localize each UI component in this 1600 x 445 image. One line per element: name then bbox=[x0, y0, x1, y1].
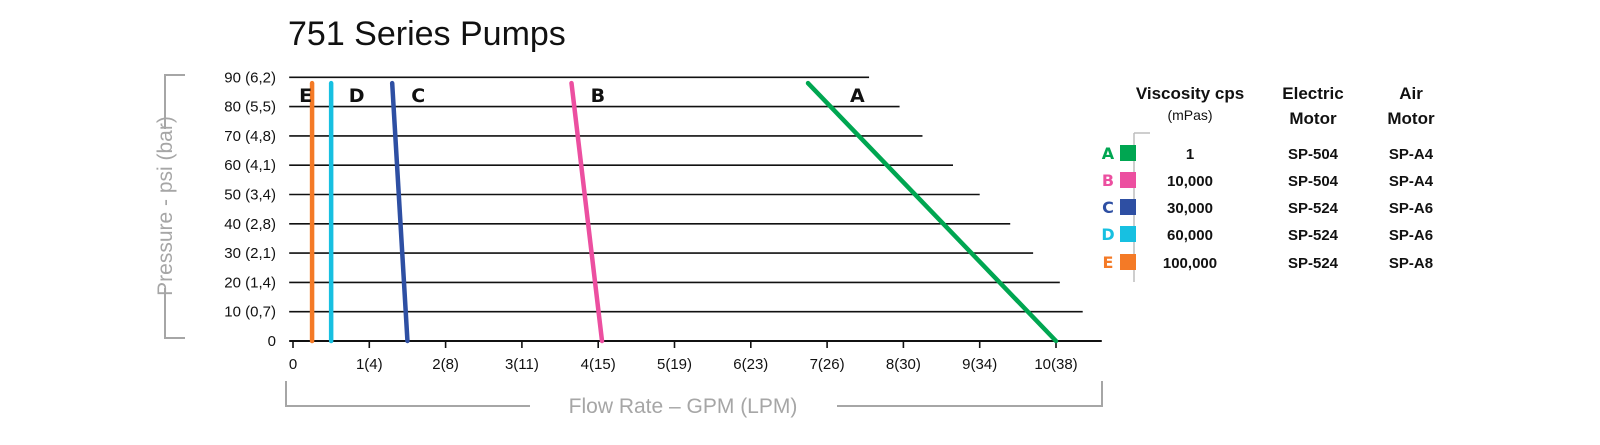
legend-key-letter: A bbox=[1102, 144, 1115, 163]
legend-rows: A 1 SP-504 SP-A4 B 10,000 SP-504 SP-A4 C 30,000 SP… bbox=[1101, 144, 1433, 272]
x-tick-label: 7(26) bbox=[810, 356, 845, 373]
legend-electric-motor: SP-524 bbox=[1288, 227, 1339, 244]
x-tick-label: 2(8) bbox=[432, 356, 459, 373]
x-tick-label: 1(4) bbox=[356, 356, 383, 373]
x-tick-label: 6(23) bbox=[733, 356, 768, 373]
legend-viscosity: 60,000 bbox=[1167, 227, 1213, 244]
legend-header-viscosity: Viscosity cps bbox=[1136, 84, 1244, 103]
series-line-b bbox=[569, 80, 605, 344]
x-tick-label: 9(34) bbox=[962, 356, 997, 373]
chart-title: 751 Series Pumps bbox=[288, 15, 566, 53]
series-label-b: B bbox=[591, 85, 605, 107]
series-label-d: D bbox=[349, 85, 365, 107]
legend-viscosity: 30,000 bbox=[1167, 200, 1213, 217]
legend-electric-motor: SP-504 bbox=[1288, 146, 1339, 163]
legend-key-letter: D bbox=[1101, 225, 1114, 244]
legend-air-motor: SP-A6 bbox=[1389, 227, 1433, 244]
legend-header-air-2: Motor bbox=[1387, 109, 1435, 128]
legend-swatch bbox=[1120, 254, 1136, 270]
y-axis-ticks: 0 10 (0,7) 20 (1,4) 30 (2,1) 40 (2,8) 50 (3,4… bbox=[224, 69, 276, 350]
legend-swatch bbox=[1120, 145, 1136, 161]
legend-viscosity: 100,000 bbox=[1163, 255, 1217, 272]
legend-swatch bbox=[1120, 226, 1136, 242]
x-axis-title-bracket: Flow Rate – GPM (LPM) bbox=[285, 381, 1103, 418]
x-tick-label: 0 bbox=[289, 356, 297, 373]
y-axis-title: Pressure - psi (bar) bbox=[154, 116, 177, 296]
legend-electric-motor: SP-504 bbox=[1288, 173, 1339, 190]
series-lines: A B C D E bbox=[299, 80, 1059, 344]
series-label-e: E bbox=[299, 85, 312, 107]
y-bracket-bottom bbox=[164, 288, 185, 339]
series-line-a bbox=[805, 80, 1059, 344]
legend-air-motor: SP-A4 bbox=[1389, 146, 1434, 163]
y-tick-label: 0 bbox=[268, 333, 276, 350]
x-axis-ticks: 0 1(4) 2(8) 3(11) 4(15) 5(19) 6(23) 7(26) 8(30) 9… bbox=[289, 341, 1078, 373]
legend-viscosity: 1 bbox=[1186, 146, 1194, 163]
y-tick-label: 60 (4,1) bbox=[224, 157, 276, 174]
legend-swatch bbox=[1120, 172, 1136, 188]
y-tick-label: 40 (2,8) bbox=[224, 216, 276, 233]
y-tick-label: 80 (5,5) bbox=[224, 99, 276, 116]
legend-air-motor: SP-A6 bbox=[1389, 200, 1433, 217]
legend-key-letter: B bbox=[1102, 171, 1114, 190]
legend-viscosity: 10,000 bbox=[1167, 173, 1213, 190]
x-tick-label: 8(30) bbox=[886, 356, 921, 373]
legend-key-letter: C bbox=[1102, 198, 1114, 217]
x-axis-title: Flow Rate – GPM (LPM) bbox=[569, 395, 798, 418]
legend-swatch bbox=[1120, 199, 1136, 215]
y-tick-label: 30 (2,1) bbox=[224, 245, 276, 262]
legend-header-air-1: Air bbox=[1399, 84, 1423, 103]
x-tick-label: 3(11) bbox=[505, 356, 539, 373]
legend-table: Viscosity cps (mPas) Electric Motor Air … bbox=[1101, 84, 1435, 282]
y-tick-label: 50 (3,4) bbox=[224, 187, 276, 204]
x-bracket-left bbox=[285, 381, 530, 407]
x-bracket-right bbox=[837, 381, 1103, 407]
legend-key-letter: E bbox=[1103, 253, 1114, 272]
series-line-c bbox=[389, 80, 410, 344]
legend-electric-motor: SP-524 bbox=[1288, 255, 1339, 272]
series-label-c: C bbox=[411, 85, 425, 107]
y-tick-label: 90 (6,2) bbox=[224, 69, 276, 86]
legend-air-motor: SP-A4 bbox=[1389, 173, 1434, 190]
x-tick-label: 10(38) bbox=[1034, 356, 1077, 373]
x-tick-label: 4(15) bbox=[581, 356, 616, 373]
y-axis-title-bracket: Pressure - psi (bar) bbox=[154, 74, 185, 339]
y-tick-label: 70 (4,8) bbox=[224, 128, 276, 145]
legend-header-viscosity-unit: (mPas) bbox=[1167, 107, 1212, 123]
legend-header-electric-2: Motor bbox=[1289, 109, 1337, 128]
legend-air-motor: SP-A8 bbox=[1389, 255, 1433, 272]
x-tick-label: 5(19) bbox=[657, 356, 692, 373]
gridlines bbox=[289, 76, 1102, 342]
y-tick-label: 20 (1,4) bbox=[224, 274, 276, 291]
y-bracket-top bbox=[164, 74, 185, 129]
series-label-a: A bbox=[850, 85, 865, 107]
y-tick-label: 10 (0,7) bbox=[224, 304, 276, 321]
legend-header-electric-1: Electric bbox=[1282, 84, 1343, 103]
legend-electric-motor: SP-524 bbox=[1288, 200, 1339, 217]
